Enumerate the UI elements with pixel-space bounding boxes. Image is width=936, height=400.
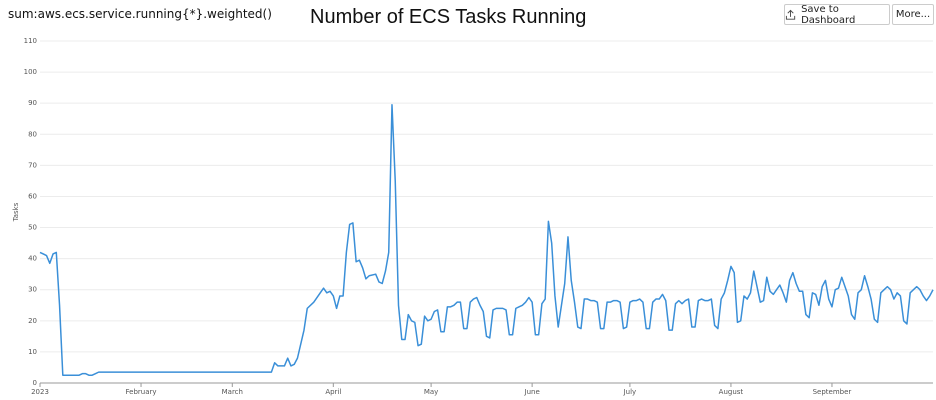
y-tick-label: 10	[28, 348, 37, 356]
upload-icon	[785, 9, 796, 20]
y-tick-label: 0	[33, 379, 37, 387]
x-tick-label: February	[126, 388, 157, 396]
y-tick-label: 40	[28, 255, 37, 263]
y-tick-label: 80	[28, 130, 37, 138]
y-tick-label: 60	[28, 192, 37, 200]
more-button[interactable]: More...	[892, 4, 934, 25]
x-tick-label: March	[222, 388, 243, 396]
y-tick-label: 50	[28, 224, 37, 232]
y-tick-label: 30	[28, 286, 37, 294]
save-button[interactable]: Save to Dashboard	[784, 3, 890, 26]
y-tick-label: 70	[28, 161, 37, 169]
series-line	[39, 103, 934, 376]
query: sum:aws.ecs.service.running{*}.weighted(…	[8, 7, 272, 21]
x-tick-label: May	[424, 388, 438, 396]
more-label: More...	[895, 9, 931, 20]
x-tick-label: September	[813, 388, 852, 396]
x-tick-label: 2023	[31, 388, 49, 396]
y-tick-label: 20	[28, 317, 37, 325]
y-tick-label: 90	[28, 99, 37, 107]
y-tick-label: 110	[24, 37, 37, 45]
x-tick-label: June	[524, 388, 540, 396]
y-tick-label: 100	[24, 68, 37, 76]
y-axis-label: Tasks	[12, 202, 20, 222]
x-tick-label: July	[623, 388, 637, 396]
x-tick-label: April	[325, 388, 341, 396]
chart-title: Number of ECS Tasks Running	[310, 6, 587, 28]
save-label: Save to Dashboard	[801, 3, 856, 26]
x-tick-label: August	[719, 388, 744, 396]
